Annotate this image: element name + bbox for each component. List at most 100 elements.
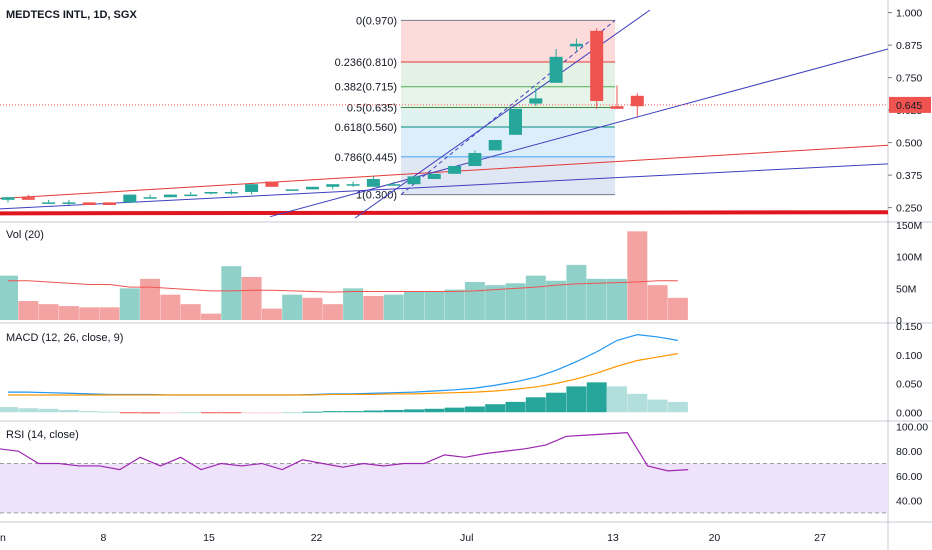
volume-pane-title: Vol (20) — [6, 229, 44, 241]
candle-body — [509, 108, 522, 135]
fib-level-label: 0.786(0.445) — [335, 152, 397, 164]
volume-tick-label: 150M — [896, 220, 922, 232]
macd-histogram-bar — [404, 409, 424, 413]
candle-body — [62, 202, 76, 204]
macd-histogram-bar — [343, 411, 364, 413]
trend-line-mid — [269, 48, 889, 218]
signal-line — [8, 353, 679, 396]
macd-pane-title: MACD (12, 26, close, 9) — [6, 332, 123, 344]
fib-diagonal — [400, 20, 616, 195]
price-axis[interactable]: 1.0000.8750.7500.6250.5000.3750.2500.645… — [888, 8, 931, 508]
candle-body — [590, 30, 604, 101]
candle-body — [630, 95, 644, 107]
candle-body — [488, 140, 502, 151]
volume-bar — [201, 313, 221, 320]
volume-bar — [647, 285, 668, 320]
volume-tick-label: 100M — [896, 252, 922, 264]
macd-histogram-bar — [424, 408, 445, 413]
fib-level-label: 0(0.970) — [356, 15, 397, 27]
fibonacci-retracement[interactable]: 0(0.970) 0.236(0.810) 0.382(0.715) 0.5(0.63… — [335, 15, 615, 202]
volume-bar — [0, 275, 18, 320]
macd-histogram-bar — [119, 412, 140, 414]
rsi-band — [0, 463, 888, 513]
macd-series — [0, 334, 688, 414]
rsi-tick-label: 100.00 — [896, 421, 928, 433]
current-price-label: 0.645 — [896, 100, 922, 112]
fib-level-label: 0.618(0.560) — [335, 122, 397, 134]
candle-body — [610, 106, 624, 109]
fib-zone — [401, 20, 615, 62]
candle-body — [245, 184, 259, 192]
volume-bar — [424, 291, 445, 320]
candle-body — [224, 192, 238, 194]
candle-body — [82, 202, 96, 205]
rsi-tick-label: 60.00 — [896, 471, 922, 483]
macd-histogram-bar — [180, 412, 201, 414]
volume-bar — [627, 231, 648, 320]
macd-histogram-bar — [383, 409, 404, 413]
candle-body — [265, 181, 279, 187]
volume-bar — [38, 304, 59, 320]
price-tick-label: 0.375 — [896, 170, 922, 182]
time-tick-label: Jul — [460, 532, 473, 544]
volume-bar — [343, 288, 364, 320]
rsi-series — [0, 432, 888, 514]
macd-histogram-bar — [464, 406, 485, 413]
candle-body — [163, 194, 177, 198]
time-tick-label: 22 — [311, 532, 323, 544]
price-tick-label: 0.750 — [896, 73, 922, 85]
macd-histogram-bar — [241, 412, 262, 414]
volume-bar — [18, 301, 39, 320]
macd-tick-label: 0.150 — [896, 321, 922, 333]
macd-histogram-bar — [160, 412, 181, 414]
time-axis[interactable]: n 8 15 22 Jul 13 20 27 — [0, 532, 826, 544]
price-tick-label: 0.500 — [896, 138, 922, 150]
chart-title: MEDTECS INTL, 1D, SGX — [6, 9, 137, 21]
macd-histogram-bar — [647, 399, 668, 413]
candle-body — [387, 184, 401, 186]
price-tick-label: 0.250 — [896, 203, 922, 215]
price-tick-label: 0.875 — [896, 40, 922, 52]
volume-bar — [140, 278, 161, 320]
volume-bar — [99, 307, 120, 320]
volume-bar — [546, 280, 567, 320]
candle-body — [285, 189, 299, 191]
trend-lines[interactable] — [0, 9, 889, 219]
fib-level-label: 0.236(0.810) — [335, 57, 397, 69]
macd-tick-label: 0.050 — [896, 379, 922, 391]
macd-tick-label: 0.100 — [896, 350, 922, 362]
candle-body — [448, 166, 462, 174]
candle-body — [1, 197, 15, 200]
macd-histogram-bar — [322, 411, 343, 413]
candle-body — [529, 98, 543, 104]
candle-body — [366, 179, 380, 187]
candlestick-series[interactable] — [1, 28, 644, 205]
time-tick-label: 15 — [203, 532, 215, 544]
candle-body — [427, 173, 441, 179]
current-price-badge — [889, 96, 931, 113]
volume-bar — [586, 278, 607, 320]
volume-bar — [241, 276, 262, 320]
macd-histogram-bar — [586, 382, 607, 413]
macd-tick-label: 0.000 — [896, 407, 922, 419]
volume-bar — [404, 291, 424, 320]
volume-bar — [485, 285, 506, 320]
volume-bar — [180, 304, 201, 320]
volume-bar — [221, 266, 242, 320]
volume-tick-label: 0 — [896, 315, 902, 327]
volume-bar — [160, 294, 181, 320]
macd-histogram-bar — [485, 404, 506, 413]
candle-body — [407, 176, 421, 185]
fib-level-label: 0.5(0.635) — [347, 103, 397, 115]
candle-body — [306, 186, 319, 190]
macd-histogram-bar — [0, 407, 18, 413]
macd-histogram-bar — [261, 412, 282, 414]
candle-body — [569, 43, 583, 47]
volume-bar — [667, 297, 688, 320]
candle-body — [549, 56, 563, 83]
candle-body — [143, 197, 157, 199]
fib-zone — [401, 107, 615, 127]
volume-bar — [322, 304, 343, 320]
volume-bar — [282, 294, 303, 320]
